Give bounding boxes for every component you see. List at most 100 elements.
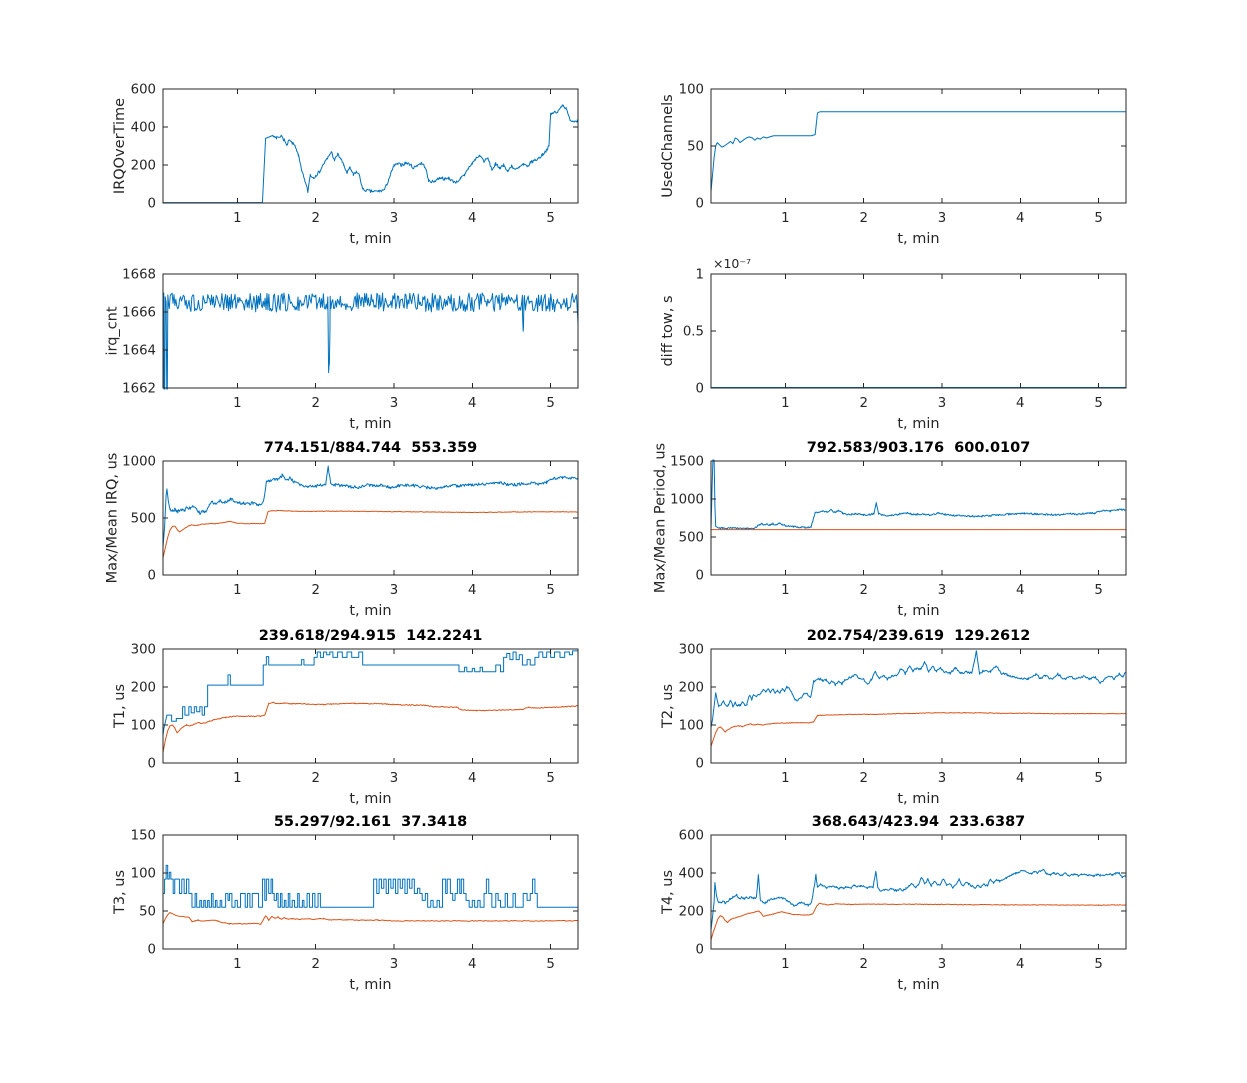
chart-title: 55.297/92.161 37.3418 bbox=[274, 814, 467, 830]
x-tick-label: 3 bbox=[390, 583, 398, 598]
y-tick-label: 300 bbox=[131, 643, 156, 658]
y-tick-label: 600 bbox=[131, 83, 156, 98]
axes-box bbox=[710, 273, 1127, 389]
y-tick-label: 400 bbox=[679, 867, 704, 882]
x-tick-label: 4 bbox=[468, 211, 476, 226]
series-line-UsedChannels bbox=[711, 111, 1126, 192]
y-tick-label: 200 bbox=[131, 159, 156, 174]
x-axis-label: t, min bbox=[897, 416, 939, 432]
y-axis-label: IRQOverTime bbox=[112, 98, 128, 194]
x-tick-label: 5 bbox=[1094, 396, 1102, 411]
subplot-diff-tow: 1 2 3 4 5 0 0.5 1 t, min diff tow, s ×10⁻⁷ bbox=[660, 256, 1127, 432]
x-tick-label: 2 bbox=[311, 396, 319, 411]
x-tick-label: 3 bbox=[938, 583, 946, 598]
y-tick-label: 1 bbox=[696, 268, 704, 283]
y-tick-label: 0 bbox=[696, 197, 704, 212]
x-tick-label: 1 bbox=[233, 396, 241, 411]
x-tick-label: 4 bbox=[1016, 771, 1024, 786]
x-axis-label: t, min bbox=[897, 231, 939, 247]
series-line-max bbox=[163, 465, 578, 548]
x-tick-label: 4 bbox=[1016, 583, 1024, 598]
y-tick-label: 50 bbox=[139, 905, 156, 920]
x-tick-label: 5 bbox=[1094, 771, 1102, 786]
y-tick-label: 200 bbox=[679, 905, 704, 920]
x-tick-label: 1 bbox=[233, 211, 241, 226]
x-tick-label: 2 bbox=[859, 396, 867, 411]
x-axis-label: t, min bbox=[349, 977, 391, 993]
y-axis-label: diff tow, s bbox=[660, 295, 676, 366]
y-tick-label: 400 bbox=[131, 121, 156, 136]
y-tick-label: 1000 bbox=[122, 455, 156, 470]
series-line-irq_cnt bbox=[163, 292, 578, 390]
y-tick-label: 0 bbox=[696, 569, 704, 584]
subplot-t2: 1 2 3 4 5 0 100 200 300 t, min T2, us 202.754/239.6… bbox=[660, 628, 1127, 807]
y-tick-label: 0 bbox=[148, 943, 156, 958]
y-tick-label: 100 bbox=[131, 719, 156, 734]
chart-title: 202.754/239.619 129.2612 bbox=[807, 628, 1031, 644]
chart-title: 239.618/294.915 142.2241 bbox=[259, 628, 483, 644]
x-tick-label: 5 bbox=[546, 396, 554, 411]
y-tick-label: 500 bbox=[131, 512, 156, 527]
y-tick-label: 150 bbox=[131, 829, 156, 844]
x-axis-label: t, min bbox=[349, 416, 391, 432]
series-line-mean bbox=[163, 701, 578, 753]
x-tick-label: 2 bbox=[859, 771, 867, 786]
subplot-max-mean-irq: 1 2 3 4 5 0 500 1000 t, min Max/Mean IRQ, us 774.1… bbox=[104, 440, 579, 619]
x-axis-label: t, min bbox=[349, 791, 391, 807]
x-axis-label: t, min bbox=[897, 603, 939, 619]
x-tick-label: 2 bbox=[859, 957, 867, 972]
x-tick-label: 2 bbox=[311, 771, 319, 786]
x-tick-label: 4 bbox=[468, 771, 476, 786]
axes-box bbox=[162, 273, 579, 389]
y-axis-label: T2, us bbox=[660, 684, 676, 729]
x-axis-label: t, min bbox=[349, 603, 391, 619]
y-tick-label: 1500 bbox=[670, 455, 704, 470]
x-axis-label: t, min bbox=[897, 977, 939, 993]
y-tick-label: 0 bbox=[696, 943, 704, 958]
y-tick-label: 1662 bbox=[122, 382, 156, 397]
y-tick-label: 0 bbox=[696, 382, 704, 397]
y-tick-label: 0.5 bbox=[683, 325, 704, 340]
y-axis-label: Max/Mean Period, us bbox=[652, 443, 668, 593]
x-tick-label: 2 bbox=[311, 211, 319, 226]
subplot-irqovertime: 1 2 3 4 5 0 200 400 600 t, min IRQOverTime bbox=[112, 83, 579, 247]
y-tick-label: 100 bbox=[679, 83, 704, 98]
axes-box bbox=[162, 648, 579, 764]
axes-box bbox=[710, 460, 1127, 576]
x-tick-label: 3 bbox=[938, 771, 946, 786]
y-tick-label: 300 bbox=[679, 643, 704, 658]
y-axis-label: Max/Mean IRQ, us bbox=[104, 453, 120, 584]
x-tick-label: 5 bbox=[546, 583, 554, 598]
axes-box bbox=[162, 834, 579, 950]
series-line-max bbox=[711, 650, 1126, 728]
series-line-mean bbox=[711, 712, 1126, 747]
subplot-t1: 1 2 3 4 5 0 100 200 300 t, min T1, us 239.618/294.9… bbox=[112, 628, 579, 807]
chart-title: 368.643/423.94 233.6387 bbox=[812, 814, 1026, 830]
x-tick-label: 1 bbox=[781, 583, 789, 598]
y-tick-label: 50 bbox=[687, 140, 704, 155]
subplot-max-mean-period: 1 2 3 4 5 0 500 1000 1500 t, min Max/Mean Period, … bbox=[652, 440, 1127, 619]
y-axis-label: T3, us bbox=[112, 870, 128, 915]
x-tick-label: 4 bbox=[468, 583, 476, 598]
x-tick-label: 1 bbox=[233, 583, 241, 598]
x-tick-label: 5 bbox=[1094, 211, 1102, 226]
y-tick-label: 1000 bbox=[670, 493, 704, 508]
x-axis-label: t, min bbox=[897, 791, 939, 807]
series-line-mean bbox=[163, 509, 578, 559]
axes-box bbox=[710, 648, 1127, 764]
x-tick-label: 5 bbox=[546, 211, 554, 226]
y-tick-label: 0 bbox=[148, 757, 156, 772]
subplot-irq-cnt: 1 2 3 4 5 1662 1664 1666 1668 t, min irq_cnt bbox=[104, 268, 579, 432]
series-line-mean bbox=[711, 902, 1126, 941]
axes-box bbox=[710, 88, 1127, 204]
x-tick-label: 4 bbox=[1016, 211, 1024, 226]
x-tick-label: 5 bbox=[546, 771, 554, 786]
axes-box bbox=[162, 460, 579, 576]
series-line-mean bbox=[163, 912, 578, 925]
series-line-max bbox=[163, 864, 578, 908]
y-axis-label: T1, us bbox=[112, 684, 128, 729]
x-tick-label: 3 bbox=[390, 957, 398, 972]
